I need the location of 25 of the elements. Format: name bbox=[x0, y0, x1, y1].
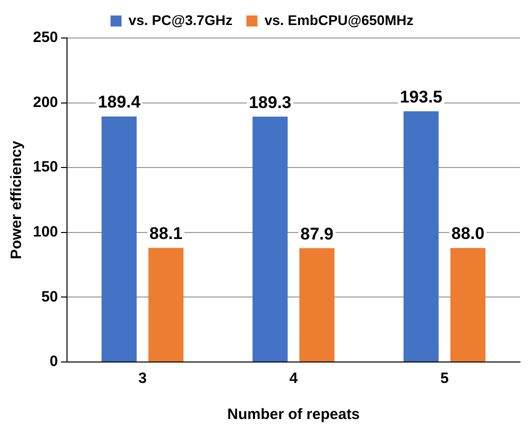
y-tick-label: 50 bbox=[41, 288, 58, 306]
y-tick-label: 150 bbox=[32, 158, 58, 176]
y-tick-label: 100 bbox=[32, 224, 58, 241]
x-tick-label: 5 bbox=[440, 370, 449, 388]
bar bbox=[252, 116, 288, 362]
bar bbox=[148, 248, 184, 362]
bar bbox=[404, 111, 439, 362]
y-tick-label: 200 bbox=[32, 94, 58, 111]
bar bbox=[102, 116, 137, 362]
y-axis-title: Power efficiency bbox=[8, 140, 26, 260]
legend-label: vs. PC@3.7GHz bbox=[128, 12, 232, 28]
legend-label: vs. EmbCPU@650MHz bbox=[264, 12, 414, 28]
text: 88.0 bbox=[451, 224, 484, 244]
text: 88.1 bbox=[149, 224, 182, 244]
y-tick-label: 250 bbox=[32, 29, 58, 46]
bar bbox=[299, 248, 334, 362]
text: 193.5 bbox=[400, 87, 442, 106]
text: 189.4 bbox=[98, 92, 140, 112]
y-tick-label: 0 bbox=[50, 353, 58, 370]
x-axis-title: Number of repeats bbox=[227, 406, 360, 424]
bar bbox=[450, 248, 486, 362]
text: 87.9 bbox=[300, 224, 334, 244]
x-tick-label: 4 bbox=[289, 370, 298, 388]
text: 189.3 bbox=[248, 92, 292, 112]
x-tick-label: 3 bbox=[138, 370, 147, 388]
